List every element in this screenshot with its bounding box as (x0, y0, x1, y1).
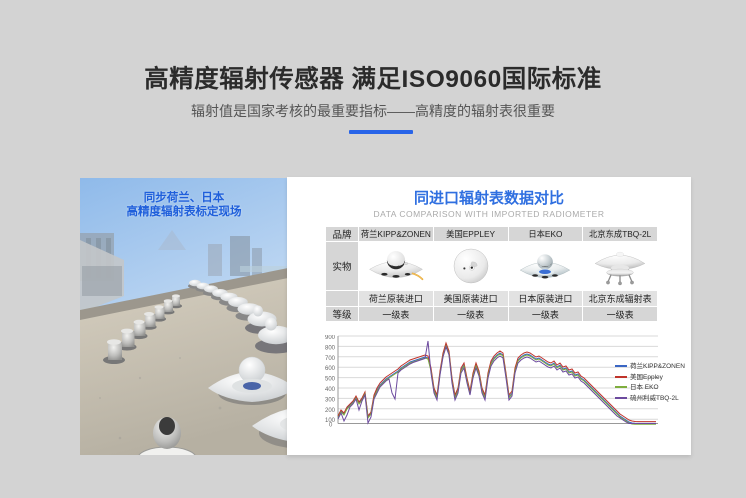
svg-text:900: 900 (325, 335, 336, 341)
svg-text:200: 200 (325, 408, 336, 414)
svg-text:400: 400 (325, 387, 336, 393)
svg-text:500: 500 (325, 377, 336, 383)
svg-text:700: 700 (325, 356, 336, 362)
svg-text:600: 600 (325, 366, 336, 372)
svg-text:800: 800 (325, 345, 336, 351)
svg-text:300: 300 (325, 397, 336, 403)
